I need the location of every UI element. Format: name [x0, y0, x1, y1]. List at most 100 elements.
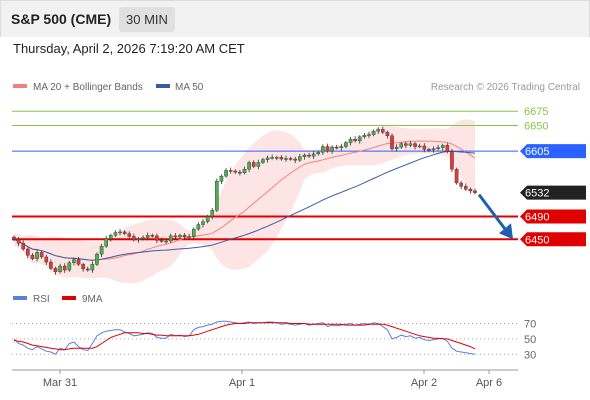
candle-body — [293, 158, 298, 161]
candle-body — [321, 146, 325, 153]
rsi-line — [13, 320, 476, 355]
rsi-level-label-30: 30 — [524, 349, 536, 361]
rsi-9ma-line — [13, 322, 476, 351]
candle-body — [182, 235, 187, 238]
candle-body — [191, 228, 196, 237]
candle-body — [279, 157, 284, 160]
candle-body — [316, 152, 321, 155]
price-legend: MA 20 + Bollinger Bands MA 50 Research ©… — [13, 82, 580, 93]
candle-body — [459, 182, 463, 187]
level-label-6650: 6650 — [524, 120, 548, 132]
legend-ma20-label: MA 20 + Bollinger Bands — [33, 82, 143, 93]
candle-body — [427, 149, 431, 151]
candle-body — [228, 170, 233, 172]
candle-body — [431, 148, 436, 151]
forecast-arrow-head — [499, 223, 513, 240]
candle-body — [141, 237, 145, 239]
candle-body — [367, 134, 371, 136]
rsi-level-label-50: 50 — [524, 334, 536, 346]
candle-body — [311, 153, 316, 157]
candle-body — [187, 236, 191, 238]
level-label-6532: 6532 — [525, 188, 549, 200]
symbol-title: S&P 500 (CME) — [11, 11, 112, 27]
rsi-level-label-70: 70 — [524, 319, 536, 331]
bollinger-band — [14, 119, 475, 284]
candle-body — [376, 129, 380, 132]
level-label-6675: 6675 — [524, 106, 548, 118]
candle-body — [413, 143, 417, 147]
candle-body — [173, 235, 178, 238]
candle-body — [274, 157, 279, 159]
candle-body — [445, 145, 450, 152]
level-tag-6532 — [520, 185, 586, 200]
candle-body — [26, 248, 30, 256]
candle-body — [242, 169, 247, 173]
candle-body — [251, 162, 256, 167]
candle-body — [390, 135, 394, 149]
level-label-6490: 6490 — [525, 212, 549, 224]
candle-body — [362, 134, 367, 138]
candle-body — [408, 143, 413, 146]
candle-body — [136, 238, 141, 241]
candle-body — [468, 189, 473, 192]
candle-body — [288, 158, 293, 160]
candle-body — [357, 136, 362, 142]
candle-body — [348, 138, 353, 143]
candle-body — [21, 243, 26, 250]
rsi-legend: RSI 9MA — [13, 294, 103, 305]
candle-body — [307, 154, 311, 157]
candle-body — [473, 190, 477, 193]
candle-body — [436, 147, 440, 150]
candle-body — [72, 259, 76, 263]
candle-body — [247, 162, 251, 170]
candle-body — [463, 186, 468, 190]
candle-body — [219, 175, 224, 182]
x-tick-label: Apr 2 — [411, 377, 437, 389]
candle-body — [122, 231, 127, 234]
candle-body — [62, 265, 67, 271]
timeframe-button[interactable]: 30 MIN — [119, 7, 175, 32]
candle-body — [325, 146, 330, 152]
forecast-arrow-shaft — [477, 193, 508, 232]
candle-body — [394, 146, 399, 149]
candle-body — [302, 154, 307, 157]
candle-body — [118, 231, 122, 234]
candle-body — [417, 145, 422, 148]
candle-body — [265, 157, 270, 160]
candle-body — [385, 132, 390, 136]
legend-9ma-label: 9MA — [82, 294, 103, 305]
candle-body — [168, 235, 173, 242]
candle-body — [104, 238, 108, 247]
level-tag-6605 — [520, 144, 586, 159]
candle-body — [90, 264, 95, 271]
candle-body — [127, 233, 132, 237]
candle-body — [334, 146, 339, 149]
candle-body — [58, 265, 62, 272]
candle-body — [256, 162, 261, 167]
candle-body — [95, 253, 99, 265]
candle-body — [164, 240, 168, 243]
x-tick-label: Apr 1 — [229, 377, 255, 389]
candle-body — [371, 130, 376, 135]
candle-body — [339, 146, 344, 148]
candle-body — [39, 252, 44, 258]
candle-body — [404, 143, 408, 146]
candle-body — [298, 156, 302, 161]
legend-9ma-swatch — [62, 296, 76, 300]
candle-body — [270, 157, 274, 159]
timestamp: Thursday, April 2, 2026 7:19:20 AM CET — [13, 41, 245, 56]
level-label-6450: 6450 — [525, 234, 549, 246]
candle-body — [109, 235, 113, 239]
chart-header: S&P 500 (CME) 30 MIN — [0, 0, 590, 37]
candle-body — [53, 268, 58, 272]
x-tick-label: Apr 6 — [476, 377, 502, 389]
candle-body — [238, 171, 242, 174]
candle-body — [450, 151, 454, 170]
x-tick-label: Mar 31 — [43, 377, 77, 389]
candle-body — [85, 268, 90, 271]
candle-body — [99, 245, 104, 255]
candle-body — [113, 232, 118, 236]
candle-body — [159, 240, 164, 242]
